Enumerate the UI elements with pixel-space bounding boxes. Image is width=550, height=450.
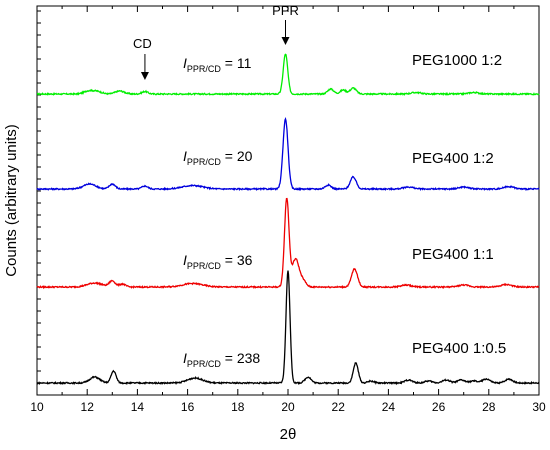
x-tick-label: 10 — [30, 400, 44, 414]
annotation-cd: CD — [133, 36, 152, 51]
y-axis-title: Counts (arbitrary units) — [3, 124, 20, 277]
series-label-3: PEG400 1:0.5 — [412, 340, 506, 357]
x-tick-label: 16 — [181, 400, 195, 414]
x-tick-label: 20 — [281, 400, 295, 414]
ratio-label-2: IPPR/CD = 36 — [183, 252, 253, 271]
x-tick-label: 30 — [532, 400, 546, 414]
x-tick-label: 24 — [382, 400, 396, 414]
series-line-0 — [36, 53, 540, 97]
x-axis-title: 2θ — [280, 426, 297, 443]
series-label-0: PEG1000 1:2 — [412, 52, 502, 69]
ratio-label-3: IPPR/CD = 238 — [183, 350, 260, 369]
series-line-2 — [36, 197, 540, 290]
x-tick-label: 14 — [131, 400, 145, 414]
x-tick-label: 18 — [231, 400, 245, 414]
text-layer: 10 12 14 16 18 20 22 24 26 28 30 2θ Counts (arbitrar… — [3, 3, 546, 443]
x-tick-label: 22 — [332, 400, 346, 414]
x-tick-label: 28 — [482, 400, 496, 414]
ratio-label-0: IPPR/CD = 11 — [183, 55, 252, 74]
annotation-ppr: PPR — [272, 3, 299, 18]
series-label-2: PEG400 1:1 — [412, 246, 494, 263]
series-line-3 — [36, 270, 540, 386]
series-label-1: PEG400 1:2 — [412, 150, 494, 167]
ratio-label-1: IPPR/CD = 20 — [183, 148, 253, 167]
series-line-1 — [36, 117, 540, 192]
x-tick-label: 26 — [432, 400, 446, 414]
x-tick-label: 12 — [81, 400, 95, 414]
annotation-arrow-head — [281, 37, 290, 45]
series-layer — [36, 53, 540, 386]
annotation-arrow-head — [140, 72, 149, 80]
plot-frame — [36, 5, 540, 396]
